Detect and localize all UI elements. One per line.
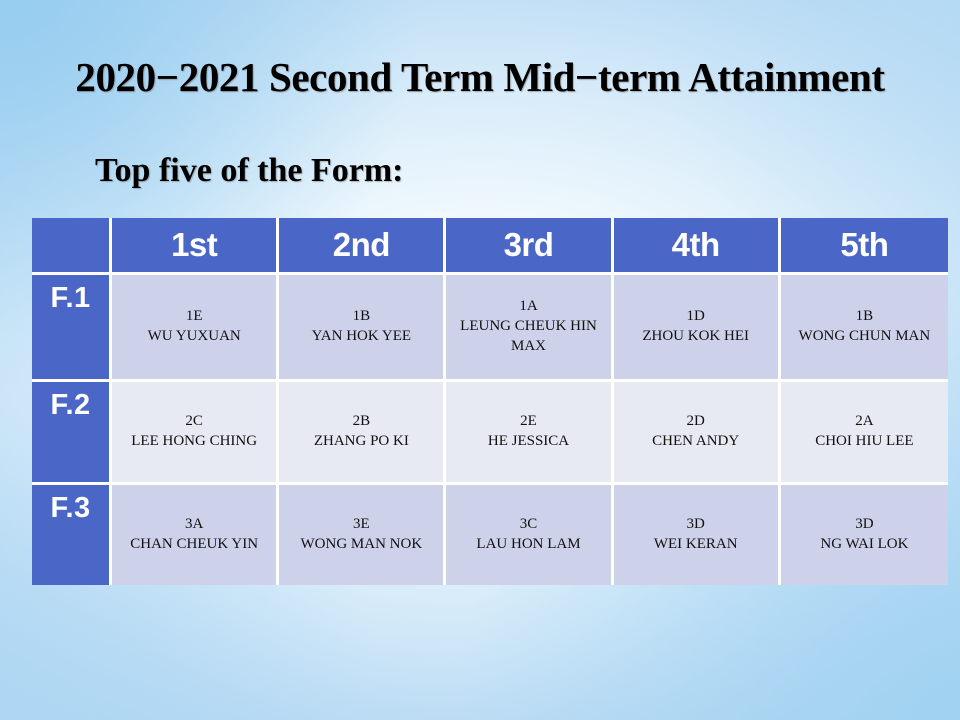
cell-f2-3rd: 2E HE JESSICA [446,382,614,485]
cell-f2-5th: 2A CHOI HIU LEE [780,382,948,485]
cell-f2-4th: 2D CHEN ANDY [613,382,781,485]
attainment-table: 1st 2nd 3rd 4th 5th F.1 1E WU YUXUAN 1B … [32,218,948,585]
cell-f2-1st: 2C LEE HONG CHING [112,382,280,485]
student-name: WONG CHUN MAN [798,328,931,344]
table-header-row: 1st 2nd 3rd 4th 5th [32,218,948,275]
student-class: 2D [686,413,705,430]
page-title: 2020−2021 Second Term Mid−term Attainmen… [75,54,885,100]
student-name: CHAN CHEUK YIN [130,536,259,552]
student-class: 2A [855,413,874,430]
cell-f3-1st: 3A CHAN CHEUK YIN [112,485,280,585]
row-header-f3: F.3 [32,485,113,585]
table-row: F.3 3A CHAN CHEUK YIN 3E WONG MAN NOK 3C… [32,485,948,585]
cell-f2-2nd: 2B ZHANG PO KI [279,382,447,485]
cell-f3-4th: 3D WEI KERAN [613,485,781,585]
column-header-2nd: 2nd [279,218,447,275]
student-name: CHEN ANDY [652,433,740,449]
student-class: 3C [519,516,538,533]
subtitle: Top five of the Form: [95,152,404,189]
table-row: F.2 2C LEE HONG CHING 2B ZHANG PO KI 2E … [32,382,948,485]
student-name: HE JESSICA [487,433,570,449]
row-header-f1: F.1 [32,275,113,382]
student-name: LEUNG CHEUK HIN MAX [460,318,597,354]
table-corner-cell [32,218,113,275]
student-name: YAN HOK YEE [311,328,412,344]
student-class: 1D [686,308,705,325]
student-name: LEE HONG CHING [131,433,258,449]
student-name: WONG MAN NOK [300,536,423,552]
student-name: WEI KERAN [653,536,738,552]
cell-f1-1st: 1E WU YUXUAN [112,275,280,382]
student-name: ZHANG PO KI [313,433,409,449]
cell-f1-4th: 1D ZHOU KOK HEI [613,275,781,382]
column-header-1st: 1st [112,218,280,275]
student-name: CHOI HIU LEE [815,433,914,449]
student-name: ZHOU KOK HEI [642,328,749,344]
table-row: F.1 1E WU YUXUAN 1B YAN HOK YEE 1A LEUNG… [32,275,948,382]
student-class: 2E [520,413,537,430]
student-class: 3E [353,516,370,533]
student-class: 1E [185,308,203,325]
cell-f3-2nd: 3E WONG MAN NOK [279,485,447,585]
student-class: 1B [855,308,874,325]
cell-f1-5th: 1B WONG CHUN MAN [780,275,948,382]
student-class: 2B [352,413,371,430]
student-name: LAU HON LAM [476,536,581,552]
student-class: 3A [184,516,204,533]
student-class: 3D [686,516,705,533]
column-header-4th: 4th [613,218,781,275]
student-name: WU YUXUAN [147,328,241,344]
cell-f3-5th: 3D NG WAI LOK [780,485,948,585]
cell-f3-3rd: 3C LAU HON LAM [446,485,614,585]
column-header-5th: 5th [780,218,948,275]
student-class: 1A [519,298,538,315]
student-name: NG WAI LOK [820,536,909,552]
cell-f1-2nd: 1B YAN HOK YEE [279,275,447,382]
student-class: 3D [855,516,874,533]
cell-f1-3rd: 1A LEUNG CHEUK HIN MAX [446,275,614,382]
row-header-f2: F.2 [32,382,113,485]
student-class: 2C [185,413,203,430]
column-header-3rd: 3rd [446,218,614,275]
student-class: 1B [352,308,371,325]
